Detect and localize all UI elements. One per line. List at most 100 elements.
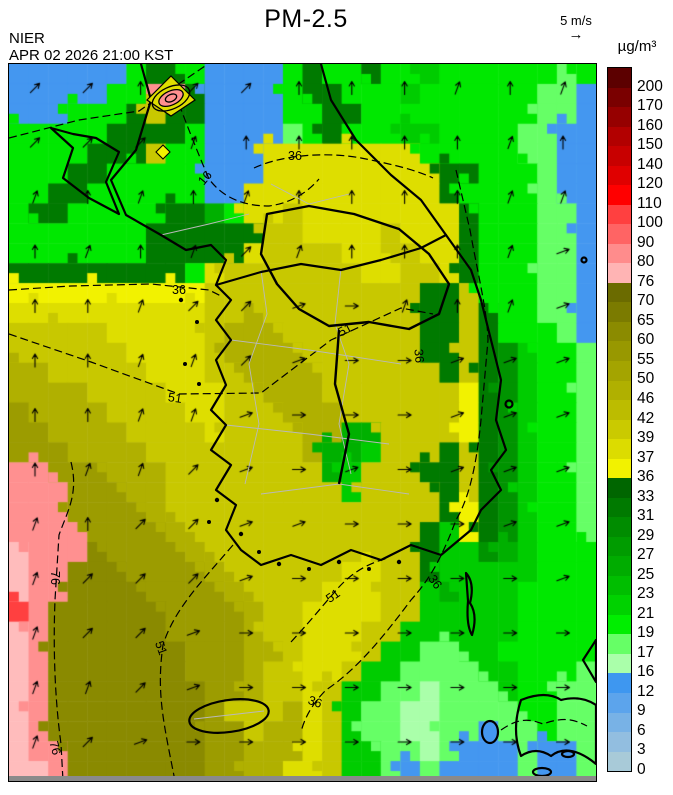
- colorbar-tick-label: 36: [637, 468, 655, 486]
- contour-label: 36: [172, 283, 186, 297]
- colorbar-cell: [608, 614, 631, 635]
- colorbar: [607, 67, 632, 772]
- province-boundaries-major: [259, 204, 451, 485]
- colorbar-tick-label: 110: [637, 194, 662, 212]
- agency-label: NIER: [9, 30, 45, 47]
- colorbar-cell: [608, 341, 631, 361]
- colorbar-tick-label: 80: [637, 253, 655, 271]
- colorbar-tick-label: 120: [637, 175, 663, 193]
- jeju-island: [188, 698, 270, 734]
- province-boundaries: [160, 183, 410, 720]
- colorbar-cell: [608, 68, 631, 88]
- page-title: PM-2.5: [264, 5, 348, 33]
- contour-label: 51: [167, 390, 183, 406]
- colorbar-cell: [608, 185, 631, 205]
- contour-label: 36: [411, 348, 426, 363]
- korea-coastline: [109, 64, 508, 567]
- colorbar-tick-label: 27: [637, 546, 655, 564]
- colorbar-tick-label: 140: [637, 155, 663, 173]
- colorbar-cell: [608, 575, 631, 596]
- colorbar-cell: [608, 712, 631, 733]
- colorbar-cell: [608, 536, 631, 557]
- colorbar-cell: [608, 653, 631, 674]
- colorbar-tick-label: 16: [637, 663, 655, 681]
- colorbar-cell: [608, 556, 631, 576]
- colorbar-tick-label: 150: [637, 136, 663, 154]
- colorbar-cell: [608, 400, 631, 420]
- colorbar-tick-label: 70: [637, 292, 655, 310]
- small-islands: [178, 297, 402, 571]
- colorbar-cell: [608, 321, 631, 342]
- colorbar-cell: [608, 243, 631, 264]
- contour-labels: 36 36 16 51 51 76 76 51 51 36 36 36: [46, 149, 444, 757]
- colorbar-tick-label: 0: [637, 761, 646, 778]
- colorbar-cell: [608, 282, 631, 303]
- colorbar-cell: [608, 634, 631, 654]
- contour-label: 36: [288, 149, 302, 163]
- china-coastline: [49, 126, 121, 216]
- hotspot-marker: [146, 75, 196, 160]
- map-panel: 36 36 16 51 51 76 76 51 51 36 36 36: [8, 63, 597, 782]
- colorbar-cell: [608, 204, 631, 225]
- colorbar-cell: [608, 146, 631, 166]
- colorbar-tick-label: 6: [637, 721, 646, 739]
- colorbar-tick-label: 31: [637, 507, 655, 525]
- colorbar-cell: [608, 224, 631, 244]
- colorbar-tick-label: 23: [637, 585, 655, 603]
- colorbar-tick-label: 170: [637, 97, 663, 115]
- contour-label: 76: [46, 739, 63, 756]
- contour-label: 51: [323, 586, 342, 605]
- colorbar-cell: [608, 517, 631, 537]
- colorbar-tick-label: 33: [637, 487, 655, 505]
- colorbar-cell: [608, 693, 631, 713]
- colorbar-cell: [608, 360, 631, 381]
- contour-label: 51: [152, 639, 170, 657]
- coastlines: [49, 64, 596, 778]
- colorbar-tick-label: 76: [637, 272, 655, 290]
- colorbar-labels: 200 170 160 150 140 120 110 100 90 80 76 70 65 60 55 50…: [637, 67, 673, 778]
- japan-coastline: [514, 693, 596, 766]
- colorbar-tick-label: 200: [637, 77, 663, 95]
- colorbar-tick-label: 19: [637, 624, 655, 642]
- colorbar-cell: [608, 478, 631, 498]
- colorbar-tick-label: 37: [637, 448, 655, 466]
- colorbar-cell: [608, 439, 631, 459]
- colorbar-cell: [608, 497, 631, 518]
- contour-label: 76: [48, 571, 62, 585]
- colorbar-cell: [608, 380, 631, 401]
- colorbar-cell: [608, 302, 631, 322]
- colorbar-cell: [608, 165, 631, 186]
- colorbar-tick-label: 3: [637, 741, 646, 759]
- ulleungdo-island: [504, 399, 514, 409]
- contour-label: 36: [306, 693, 324, 711]
- colorbar-tick-label: 46: [637, 389, 655, 407]
- colorbar-cell: [608, 751, 631, 772]
- colorbar-tick-label: 21: [637, 604, 655, 622]
- colorbar-tick-label: 29: [637, 526, 655, 544]
- map-overlay-svg: 36 36 16 51 51 76 76 51 51 36 36 36: [9, 64, 596, 781]
- colorbar-tick-label: 160: [637, 116, 663, 134]
- colorbar-tick-label: 12: [637, 682, 655, 700]
- timestamp-label: APR 02 2026 21:00 KST: [9, 47, 174, 64]
- hotspot-secondary-marker: [155, 144, 171, 160]
- colorbar-tick-label: 65: [637, 311, 655, 329]
- contour-label: 16: [195, 168, 215, 188]
- contour-label: 51: [336, 321, 355, 340]
- colorbar-cell: [608, 673, 631, 693]
- colorbar-tick-label: 17: [637, 643, 655, 661]
- colorbar-tick-label: 55: [637, 350, 655, 368]
- tsushima-island: [464, 571, 476, 637]
- colorbar-tick-label: 50: [637, 370, 655, 388]
- colorbar-cell: [608, 107, 631, 127]
- map-bottom-frame: [9, 776, 596, 781]
- colorbar-cell: [608, 126, 631, 147]
- colorbar-tick-label: 100: [637, 214, 663, 232]
- colorbar-tick-label: 60: [637, 331, 655, 349]
- colorbar-tick-label: 42: [637, 409, 655, 427]
- colorbar-tick-label: 9: [637, 702, 646, 720]
- wind-speed-label: 5 m/s: [560, 13, 592, 28]
- colorbar-tick-label: 90: [637, 233, 655, 251]
- wind-reference-arrow-icon: →: [568, 26, 584, 43]
- colorbar-cell: [608, 419, 631, 440]
